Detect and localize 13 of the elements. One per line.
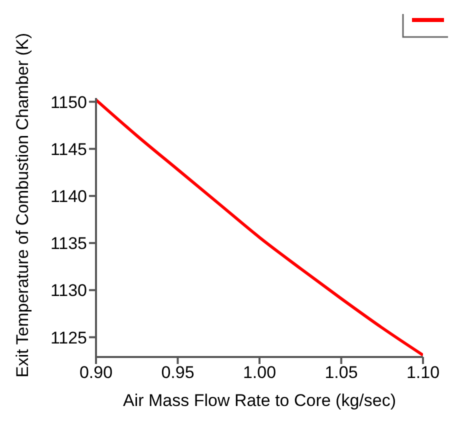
- x-axis-title: Air Mass Flow Rate to Core (kg/sec): [122, 391, 396, 410]
- x-tick-label: 1.00: [242, 363, 276, 382]
- x-tick-label: 1.05: [324, 363, 358, 382]
- x-tick-label: 0.90: [79, 363, 113, 382]
- y-tick-label: 1140: [50, 186, 87, 206]
- y-tick-label: 1135: [50, 234, 87, 254]
- y-tick-label: 1145: [50, 140, 87, 159]
- y-tick-label: 1125: [50, 328, 87, 348]
- y-axis-title: Exit Temperature of Combustion Chamber (K): [13, 32, 32, 378]
- y-tick-label: 1150: [50, 92, 87, 112]
- x-tick-label: 0.95: [161, 363, 194, 382]
- y-tick-label: 1130: [50, 281, 87, 300]
- x-tick-label: 1.10: [406, 363, 440, 382]
